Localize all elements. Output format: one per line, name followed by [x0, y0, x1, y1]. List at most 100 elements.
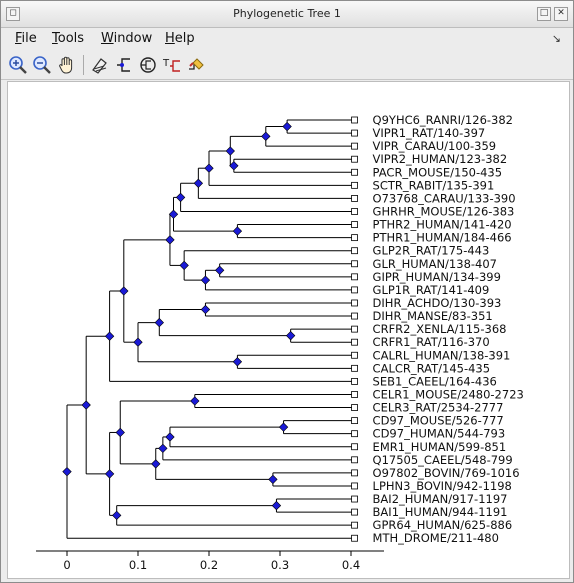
tool-4-icon[interactable]	[89, 54, 111, 76]
leaf-marker[interactable]	[351, 364, 358, 372]
leaf-marker[interactable]	[351, 299, 358, 307]
leaf-label[interactable]: SEB1_CAEEL/164-436	[373, 374, 497, 388]
close-icon[interactable]: ✕	[554, 7, 568, 21]
tree-node-marker	[229, 161, 239, 171]
leaf-label[interactable]: CELR1_MOUSE/2480-2723	[373, 387, 524, 401]
leaf-label[interactable]: CALRL_HUMAN/138-391	[373, 348, 511, 362]
x-axis-tick-label: 0.3	[271, 558, 289, 572]
leaf-marker[interactable]	[351, 456, 358, 464]
leaf-label[interactable]: DIHR_MANSE/83-351	[373, 309, 493, 323]
leaf-label[interactable]: VIPR1_RAT/140-397	[373, 126, 486, 140]
svg-text:T: T	[162, 58, 170, 69]
leaf-marker[interactable]	[351, 168, 358, 176]
leaf-marker[interactable]	[351, 534, 358, 542]
leaf-label[interactable]: CD97_HUMAN/544-793	[373, 427, 506, 441]
leaf-label[interactable]: PTHR2_HUMAN/141-420	[373, 218, 512, 232]
leaf-marker[interactable]	[351, 430, 358, 438]
zoom-in-icon[interactable]	[7, 54, 29, 76]
leaf-marker[interactable]	[351, 469, 358, 477]
leaf-label[interactable]: GPR64_HUMAN/625-886	[373, 518, 513, 532]
leaf-label[interactable]: BAI2_HUMAN/917-1197	[373, 492, 508, 506]
leaf-marker[interactable]	[351, 221, 358, 228]
leaf-label[interactable]: EMR1_HUMAN/599-851	[373, 440, 507, 454]
menu-window[interactable]: Window	[101, 31, 153, 46]
leaf-label[interactable]: MTH_DROME/211-480	[373, 531, 499, 545]
leaf-label[interactable]: O97802_BOVIN/769-1016	[373, 466, 520, 480]
leaf-marker[interactable]	[351, 208, 358, 215]
tree-node-marker	[158, 443, 168, 454]
leaf-label[interactable]: Q17505_CAEEL/548-799	[373, 453, 513, 467]
tree-node-marker	[214, 265, 225, 275]
leaf-marker[interactable]	[351, 482, 358, 490]
leaf-label[interactable]: VIPR2_HUMAN/123-382	[373, 152, 508, 166]
leaf-marker[interactable]	[351, 234, 358, 242]
leaf-marker[interactable]	[351, 391, 358, 398]
leaf-marker[interactable]	[351, 312, 358, 320]
leaf-label[interactable]: LPHN3_BOVIN/942-1198	[373, 479, 512, 493]
tool-7-icon[interactable]: T	[161, 54, 183, 76]
tool-6-icon[interactable]	[137, 54, 159, 76]
menubar-arrow-icon[interactable]: ↘	[551, 32, 561, 45]
leaf-marker[interactable]	[351, 195, 358, 202]
leaf-label[interactable]: CALCR_RAT/145-435	[373, 361, 491, 375]
leaf-marker[interactable]	[351, 508, 358, 516]
leaf-marker[interactable]	[351, 273, 358, 281]
tool-5-icon[interactable]	[113, 54, 135, 76]
tree-node-marker	[232, 226, 243, 236]
leaf-marker[interactable]	[351, 495, 358, 503]
pan-hand-icon[interactable]	[56, 54, 78, 76]
leaf-label[interactable]: CD97_MOUSE/526-777	[373, 414, 504, 428]
title-bar[interactable]: ◻ Phylogenetic Tree 1 □ ✕	[1, 1, 573, 28]
leaf-marker[interactable]	[351, 404, 358, 411]
tree-node-marker	[179, 260, 189, 271]
tree-node-marker	[225, 146, 235, 156]
leaf-label[interactable]: VIPR_CARAU/100-359	[373, 139, 497, 153]
leaf-marker[interactable]	[351, 142, 358, 150]
leaf-label[interactable]: GLP1R_RAT/141-409	[373, 283, 490, 297]
leaf-label[interactable]: CELR3_RAT/2534-2777	[373, 401, 504, 415]
x-axis-tick-label: 0	[63, 558, 70, 572]
leaf-label[interactable]: DIHR_ACHDO/130-393	[373, 296, 502, 310]
leaf-label[interactable]: GHRHR_MOUSE/126-383	[373, 204, 515, 218]
leaf-marker[interactable]	[351, 286, 358, 294]
leaf-marker[interactable]	[351, 443, 358, 451]
tree-node-marker	[200, 275, 211, 285]
x-axis-tick-label: 0.2	[200, 558, 218, 572]
leaf-marker[interactable]	[351, 338, 358, 346]
leaf-label[interactable]: SCTR_RABIT/135-391	[373, 178, 495, 192]
leaf-label[interactable]: PACR_MOUSE/150-435	[373, 165, 503, 179]
leaf-marker[interactable]	[351, 325, 358, 333]
leaf-label[interactable]: Q9YHC6_RANRI/126-382	[373, 113, 513, 127]
menu-file[interactable]: File	[15, 31, 37, 46]
leaf-marker[interactable]	[351, 351, 358, 359]
tree-node-marker	[115, 427, 125, 438]
maximize-icon[interactable]: □	[537, 7, 551, 21]
tree-node-marker	[193, 178, 204, 188]
leaf-label[interactable]: GIPR_HUMAN/134-399	[373, 270, 501, 284]
tree-node-marker	[165, 432, 175, 442]
leaf-marker[interactable]	[351, 116, 358, 124]
leaf-label[interactable]: GLP2R_RAT/175-443	[373, 244, 490, 258]
leaf-marker[interactable]	[351, 377, 358, 385]
x-axis-tick-label: 0.4	[342, 558, 360, 572]
leaf-label[interactable]: O73768_CARAU/133-390	[373, 191, 516, 205]
leaf-label[interactable]: CRFR1_RAT/116-370	[373, 335, 490, 349]
leaf-marker[interactable]	[351, 129, 358, 137]
menu-help[interactable]: Help	[165, 31, 195, 46]
leaf-marker[interactable]	[351, 260, 358, 268]
leaf-marker[interactable]	[351, 521, 358, 529]
leaf-marker[interactable]	[351, 247, 358, 255]
leaf-label[interactable]: CRFR2_XENLA/115-368	[373, 322, 507, 336]
leaf-marker[interactable]	[351, 155, 358, 163]
leaf-marker[interactable]	[351, 181, 358, 189]
menu-tools[interactable]: Tools	[52, 31, 85, 46]
window-menu-icon[interactable]: ◻	[6, 7, 20, 21]
leaf-label[interactable]: GLR_HUMAN/138-407	[373, 257, 497, 271]
leaf-marker[interactable]	[351, 417, 358, 425]
tool-8-icon[interactable]	[185, 54, 207, 76]
tree-canvas[interactable]: Q9YHC6_RANRI/126-382 VIPR1_RAT/140-397 VIP…	[7, 81, 570, 579]
zoom-out-icon[interactable]	[31, 54, 53, 76]
leaf-label[interactable]: PTHR1_HUMAN/184-466	[373, 231, 512, 245]
leaf-label[interactable]: BAI1_HUMAN/944-1191	[373, 505, 508, 519]
